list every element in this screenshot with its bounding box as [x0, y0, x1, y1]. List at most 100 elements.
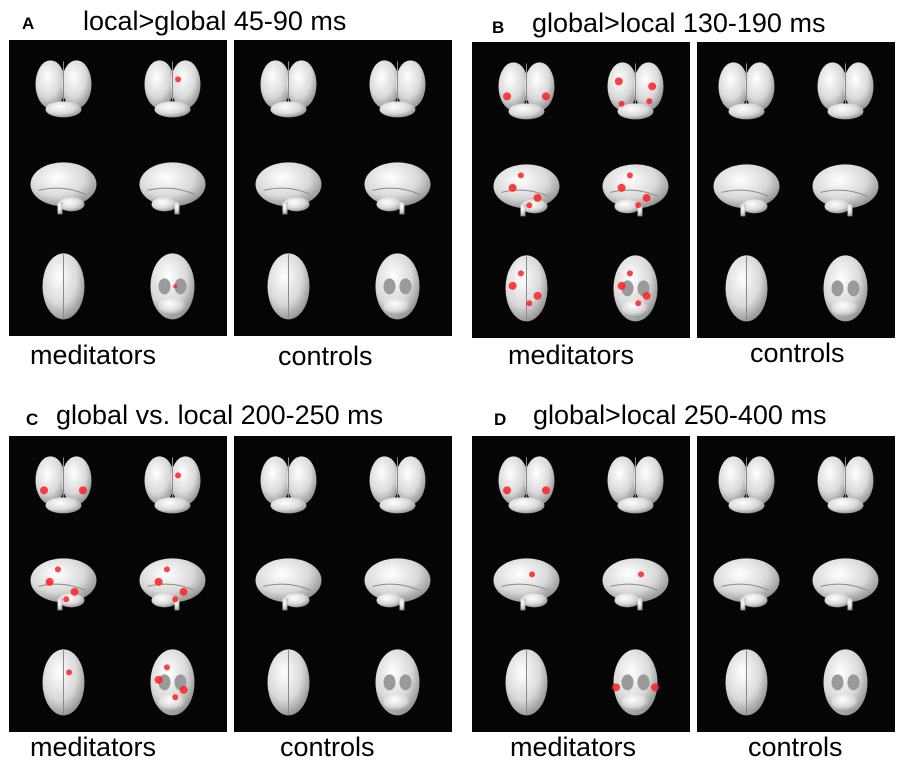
brain-right-lateral-view	[602, 557, 669, 610]
brain-left-lateral-view	[493, 557, 560, 610]
activation-cluster	[175, 472, 182, 479]
brain-posterior-view	[817, 62, 874, 120]
brain-left-lateral-view	[30, 161, 97, 214]
brain-ventral-view	[612, 649, 659, 716]
brain-ventral-view	[375, 649, 420, 716]
brain-posterior-view	[144, 60, 201, 118]
brain-dorsal-view	[42, 253, 85, 320]
activation-cluster	[154, 577, 163, 586]
panel-title: global vs. local 200-250 ms	[56, 400, 384, 430]
activation-cluster	[533, 292, 542, 301]
activation-cluster	[526, 201, 533, 208]
activation-cluster	[642, 292, 651, 301]
brain-frontal-view	[718, 62, 775, 120]
group-label-meditators: meditators	[510, 732, 637, 762]
group-label-controls: controls	[278, 341, 373, 371]
activation-cluster	[54, 566, 61, 573]
activation-cluster	[650, 683, 659, 692]
brain-posterior-view	[369, 60, 426, 118]
brain-dorsal-view	[42, 649, 85, 716]
brain-frontal-view	[718, 456, 775, 514]
activation-cluster	[638, 571, 645, 578]
brain-dorsal-view	[267, 253, 310, 320]
brain-ventral-view	[613, 255, 658, 322]
activation-cluster	[635, 300, 642, 307]
brain-posterior-view	[144, 456, 201, 514]
brain-frontal-view	[498, 456, 555, 514]
activation-cluster	[163, 664, 170, 671]
activation-cluster	[642, 193, 651, 202]
group-label-controls: controls	[750, 338, 845, 368]
brain-left-lateral-view	[493, 163, 560, 216]
activation-cluster	[541, 486, 550, 495]
brain-posterior-view	[607, 62, 664, 120]
brain-dorsal-view	[267, 649, 310, 716]
brain-left-lateral-view	[255, 557, 322, 610]
activation-cluster	[626, 172, 633, 179]
brain-left-lateral-view	[30, 557, 97, 610]
activation-cluster	[626, 270, 633, 277]
group-label-meditators: meditators	[508, 340, 635, 370]
group-label-meditators: meditators	[30, 732, 157, 762]
brain-ventral-view	[375, 253, 420, 320]
brain-ventral-view	[823, 649, 868, 716]
activation-cluster	[612, 683, 621, 692]
panel-letter: A	[22, 14, 35, 33]
panel-title: global>local 250-400 ms	[533, 400, 827, 430]
activation-cluster	[154, 676, 163, 685]
brain-left-lateral-view	[255, 161, 322, 214]
brain-right-lateral-view	[364, 557, 431, 610]
brain-frontal-view	[260, 60, 317, 118]
activation-cluster	[78, 486, 87, 495]
brain-dorsal-view	[505, 255, 548, 322]
brain-posterior-view	[607, 456, 664, 514]
activation-cluster	[173, 284, 178, 289]
brain-frontal-view	[35, 60, 92, 118]
brain-dorsal-view	[725, 649, 768, 716]
brain-left-lateral-view	[713, 557, 780, 610]
brain-frontal-view	[35, 456, 92, 514]
group-label-controls: controls	[748, 732, 843, 762]
panel-letter: B	[492, 18, 505, 37]
brain-frontal-view	[498, 62, 555, 120]
brain-ventral-view	[150, 253, 195, 320]
activation-cluster	[45, 577, 54, 586]
activation-cluster	[635, 201, 642, 208]
group-label-meditators: meditators	[30, 340, 157, 370]
activation-cluster	[503, 486, 512, 495]
activation-cluster	[179, 686, 188, 695]
brain-posterior-view	[369, 456, 426, 514]
brain-right-lateral-view	[139, 161, 206, 214]
panel-letter: D	[494, 410, 507, 429]
brain-right-lateral-view	[812, 557, 879, 610]
brain-ventral-view	[150, 649, 195, 716]
activation-cluster	[526, 300, 533, 307]
activation-cluster	[40, 486, 49, 495]
activation-cluster	[648, 82, 657, 91]
activation-cluster	[533, 193, 542, 202]
activation-cluster	[172, 694, 179, 701]
brain-frontal-view	[260, 456, 317, 514]
activation-cluster	[618, 100, 625, 107]
activation-cluster	[517, 172, 524, 179]
activation-cluster	[172, 595, 179, 602]
brain-right-lateral-view	[812, 163, 879, 216]
activation-cluster	[163, 566, 170, 573]
brain-left-lateral-view	[713, 163, 780, 216]
brain-right-lateral-view	[364, 161, 431, 214]
activation-cluster	[70, 587, 79, 596]
brain-dorsal-view	[725, 255, 768, 322]
brain-right-lateral-view	[602, 163, 669, 216]
activation-cluster	[66, 669, 73, 676]
activation-cluster	[617, 183, 626, 192]
brain-right-lateral-view	[139, 557, 206, 610]
panel-title: global>local 130-190 ms	[532, 8, 826, 38]
activation-cluster	[617, 282, 626, 291]
brain-ventral-view	[823, 255, 868, 322]
activation-cluster	[517, 270, 524, 277]
activation-cluster	[179, 587, 188, 596]
panel-title: local>global 45-90 ms	[83, 6, 347, 36]
group-label-controls: controls	[280, 732, 375, 762]
activation-cluster	[541, 92, 550, 101]
activation-cluster	[508, 183, 517, 192]
